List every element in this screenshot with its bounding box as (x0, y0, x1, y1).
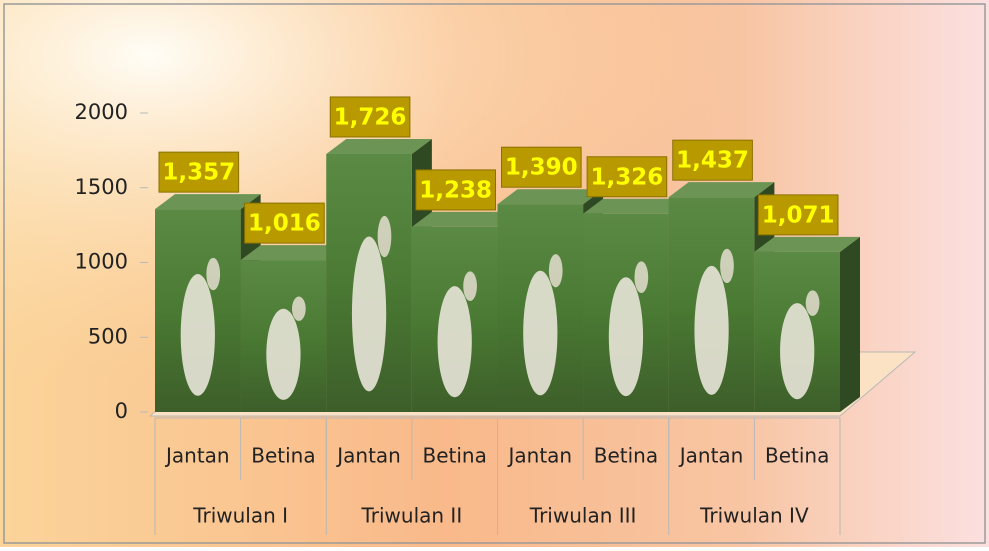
sheep-head (549, 254, 563, 287)
value-label: 1,238 (419, 177, 492, 203)
y-tick-label: 500 (88, 324, 128, 348)
sheep-body (780, 303, 814, 399)
value-label: 1,357 (162, 160, 235, 186)
sheep-head (463, 271, 477, 301)
value-label: 1,390 (505, 155, 578, 181)
sheep-head (720, 249, 734, 283)
y-tick-label: 1500 (75, 175, 128, 199)
x-tick-label: Betina (423, 444, 487, 468)
sheep-head (806, 290, 820, 316)
sheep-body (266, 309, 300, 400)
x-tick-label: Jantan (335, 444, 401, 468)
value-label: 1,016 (248, 211, 321, 237)
x-tick-label: Betina (251, 444, 315, 468)
sheep-head (292, 297, 306, 321)
value-label: 1,326 (591, 164, 664, 190)
y-tick-label: 0 (115, 399, 128, 423)
group-label: Triwulan III (529, 504, 637, 528)
x-tick-label: Jantan (678, 444, 744, 468)
sheep-body (181, 274, 215, 396)
value-label: 1,071 (762, 202, 835, 228)
group-label: Triwulan II (361, 504, 463, 528)
sheep-head (206, 258, 220, 290)
sheep-body (609, 277, 643, 396)
y-tick-label: 1000 (75, 250, 128, 274)
y-tick-label: 2000 (75, 100, 128, 124)
sheep-body (352, 237, 386, 392)
group-label: Triwulan IV (699, 504, 809, 528)
value-label: 1,726 (334, 104, 407, 130)
x-tick-label: Betina (594, 444, 658, 468)
chart: 1,357 1,016 1,726 1,238 1,390 1,326 1,437 1,071… (0, 0, 989, 547)
sheep-head (378, 216, 392, 257)
bar-side (840, 237, 860, 412)
group-label: Triwulan I (192, 504, 288, 528)
sheep-body (694, 266, 728, 395)
x-tick-label: Jantan (507, 444, 573, 468)
sheep-body (523, 271, 557, 396)
x-tick-label: Betina (765, 444, 829, 468)
value-label: 1,437 (676, 148, 749, 174)
sheep-body (438, 286, 472, 397)
sheep-head (635, 261, 649, 293)
x-tick-label: Jantan (164, 444, 230, 468)
